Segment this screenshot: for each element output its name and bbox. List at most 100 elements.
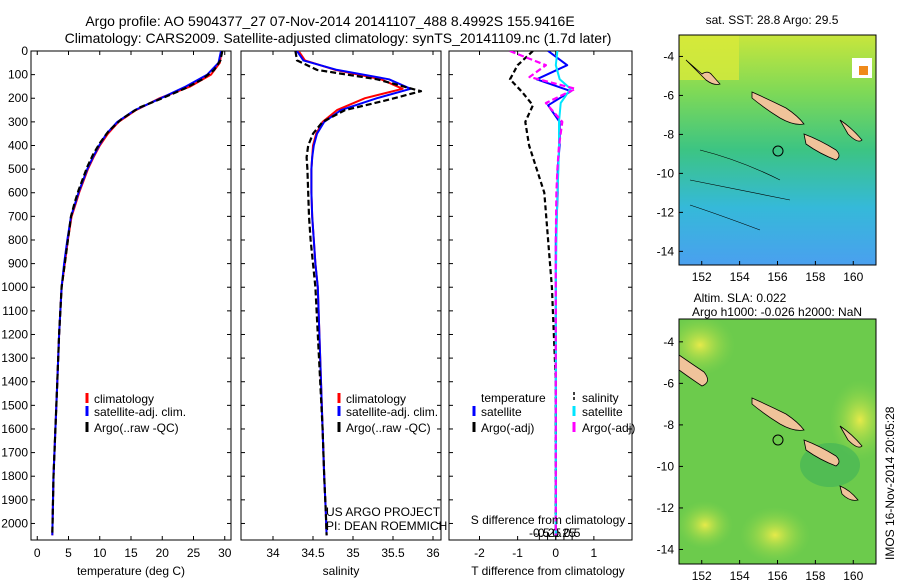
series-t-argo-line bbox=[508, 51, 557, 536]
depth-tick-label: 1200 bbox=[1, 327, 28, 341]
sla-high-anomaly bbox=[679, 501, 733, 549]
salinity-panel: 34 34.5 35 35.5 36 salinity climatology sate… bbox=[240, 50, 447, 578]
depth-tick-label: 700 bbox=[8, 209, 28, 223]
lat-tick-label: -12 bbox=[657, 501, 675, 515]
temperature-tick-label: 20 bbox=[156, 546, 170, 560]
lat-tick-label: -8 bbox=[663, 127, 674, 141]
salinity-x-axis: 34 34.5 35 35.5 36 bbox=[266, 51, 440, 560]
legend-argo-label: Argo(..raw -QC) bbox=[94, 421, 179, 435]
temperature-tick-label: 5 bbox=[65, 546, 72, 560]
depth-tick-label: 1000 bbox=[1, 280, 28, 294]
island-malaita bbox=[839, 119, 863, 142]
depth-tick-label: 300 bbox=[8, 115, 28, 129]
lon-tick-label: 160 bbox=[843, 569, 863, 580]
t-difference-tick-label: 1 bbox=[591, 546, 598, 560]
depth-tick-label: 400 bbox=[8, 138, 28, 152]
salinity-tick-label: 35 bbox=[346, 546, 360, 560]
depth-tick-label: 800 bbox=[8, 233, 28, 247]
lat-tick-label: -10 bbox=[657, 459, 675, 473]
temperature-tick-label: 0 bbox=[34, 546, 41, 560]
depth-tick-label: 900 bbox=[8, 257, 28, 271]
series-satellite-line bbox=[51, 51, 222, 536]
salinity-tick-label: 36 bbox=[426, 546, 440, 560]
project-annotation-line1: US ARGO PROJECT bbox=[326, 505, 441, 519]
sst-map: sat. SST: 28.8 Argo: 29.5 -4 -6 -8 -10 -12 -1… bbox=[657, 13, 877, 284]
t-difference-tick-label: -2 bbox=[474, 546, 485, 560]
salinity-axes-frame bbox=[240, 50, 442, 541]
lon-tick-label: 156 bbox=[767, 569, 787, 580]
series-s-argo-line bbox=[509, 51, 577, 536]
lon-tick-label: 154 bbox=[730, 270, 750, 284]
sst-hot-pixel bbox=[859, 66, 868, 75]
depth-tick-label: 1300 bbox=[1, 351, 28, 365]
island-malaita bbox=[839, 425, 863, 448]
depth-tick-label: 100 bbox=[8, 68, 28, 82]
legend-satellite-label: satellite-adj. clim. bbox=[94, 405, 186, 419]
temperature-tick-label: 30 bbox=[218, 546, 232, 560]
depth-tick-label: 1600 bbox=[1, 422, 28, 436]
temperature-tick-label: 10 bbox=[93, 546, 107, 560]
salinity-tick-label: 34 bbox=[266, 546, 280, 560]
lat-tick-label: -14 bbox=[657, 244, 675, 258]
s-difference-tick-label: 0.5 bbox=[564, 526, 581, 540]
s-difference-tick-label: -0.5 bbox=[529, 526, 550, 540]
lat-tick-label: -12 bbox=[657, 205, 675, 219]
lon-tick-label: 158 bbox=[805, 569, 825, 580]
depth-tick-label: 1400 bbox=[1, 375, 28, 389]
legend-t-argo-label: Argo(-adj) bbox=[481, 421, 534, 435]
t-difference-tick-label: 0 bbox=[552, 546, 559, 560]
bathymetry-contour bbox=[689, 149, 791, 231]
series-climatology-line bbox=[51, 51, 223, 536]
depth-tick-label: 500 bbox=[8, 162, 28, 176]
series-argo-line bbox=[51, 51, 224, 536]
sla-map-title-line1: Altim. SLA: 0.022 bbox=[694, 291, 787, 305]
sst-map-title: sat. SST: 28.8 Argo: 29.5 bbox=[706, 13, 839, 27]
island-guadalcanal bbox=[803, 133, 840, 161]
depth-tick-label: 0 bbox=[21, 44, 28, 58]
sla-map-title-line2: Argo h1000: -0.026 h2000: NaN bbox=[692, 305, 862, 319]
lon-tick-label: 152 bbox=[692, 270, 712, 284]
island-new-georgia bbox=[751, 91, 805, 125]
series-climatology-line bbox=[297, 51, 404, 536]
lon-tick-label: 156 bbox=[767, 270, 787, 284]
temperature-panel: 0100200300400500600700800900100011001200… bbox=[1, 44, 231, 578]
lon-tick-label: 160 bbox=[843, 270, 863, 284]
depth-tick-label: 1700 bbox=[1, 446, 28, 460]
island-cluster bbox=[839, 485, 859, 501]
legend-climatology-label: climatology bbox=[346, 392, 406, 406]
temperature-xlabel: temperature (deg C) bbox=[77, 564, 185, 578]
argo-float-marker bbox=[772, 434, 784, 446]
lat-tick-label: -8 bbox=[663, 418, 674, 432]
depth-tick-label: 1500 bbox=[1, 398, 28, 412]
salinity-tick-label: 35.5 bbox=[381, 546, 405, 560]
series-t-satellite-line bbox=[535, 51, 572, 536]
temperature-tick-label: 15 bbox=[124, 546, 138, 560]
depth-axis: 0 100 200 300 400 500 600 700 800 900 1000 1100 1200… bbox=[1, 44, 231, 530]
salinity-legend: climatology satellite-adj. clim. Argo(..… bbox=[337, 392, 438, 435]
salinity-xlabel: salinity bbox=[323, 564, 360, 578]
sla-map-axes: -4 -6 -8 -10 -12 -14 152 154 156 158 160 bbox=[657, 335, 864, 580]
salinity-axis-ticks bbox=[241, 50, 441, 524]
lat-tick-label: -6 bbox=[663, 376, 674, 390]
coastline bbox=[679, 354, 708, 387]
argo-float-marker bbox=[772, 145, 784, 157]
lat-tick-label: -10 bbox=[657, 166, 675, 180]
t-difference-x-axis: -2 -1 0 1 bbox=[474, 51, 598, 560]
lon-tick-label: 158 bbox=[805, 270, 825, 284]
depth-tick-label: 1100 bbox=[2, 304, 28, 318]
legend-argo-label: Argo(..raw -QC) bbox=[346, 421, 431, 435]
difference-axes-frame bbox=[448, 50, 633, 541]
series-argo-line bbox=[294, 51, 423, 536]
s-difference-label: S difference from climatology bbox=[471, 513, 626, 527]
legend-satellite-label: satellite-adj. clim. bbox=[346, 405, 438, 419]
depth-tick-label: 200 bbox=[8, 91, 28, 105]
lon-tick-label: 154 bbox=[730, 569, 750, 580]
difference-axis-ticks bbox=[449, 50, 632, 524]
temperature-legend: climatology satellite-adj. clim. Argo(..… bbox=[85, 392, 186, 435]
temperature-tick-label: 25 bbox=[187, 546, 201, 560]
project-annotation-line2: PI: DEAN ROEMMICH bbox=[326, 519, 447, 533]
difference-legend: temperature satellite Argo(-adj) salinit… bbox=[472, 391, 635, 435]
sla-high-anomaly bbox=[679, 319, 735, 375]
t-difference-xlabel: T difference from climatology bbox=[471, 564, 625, 578]
